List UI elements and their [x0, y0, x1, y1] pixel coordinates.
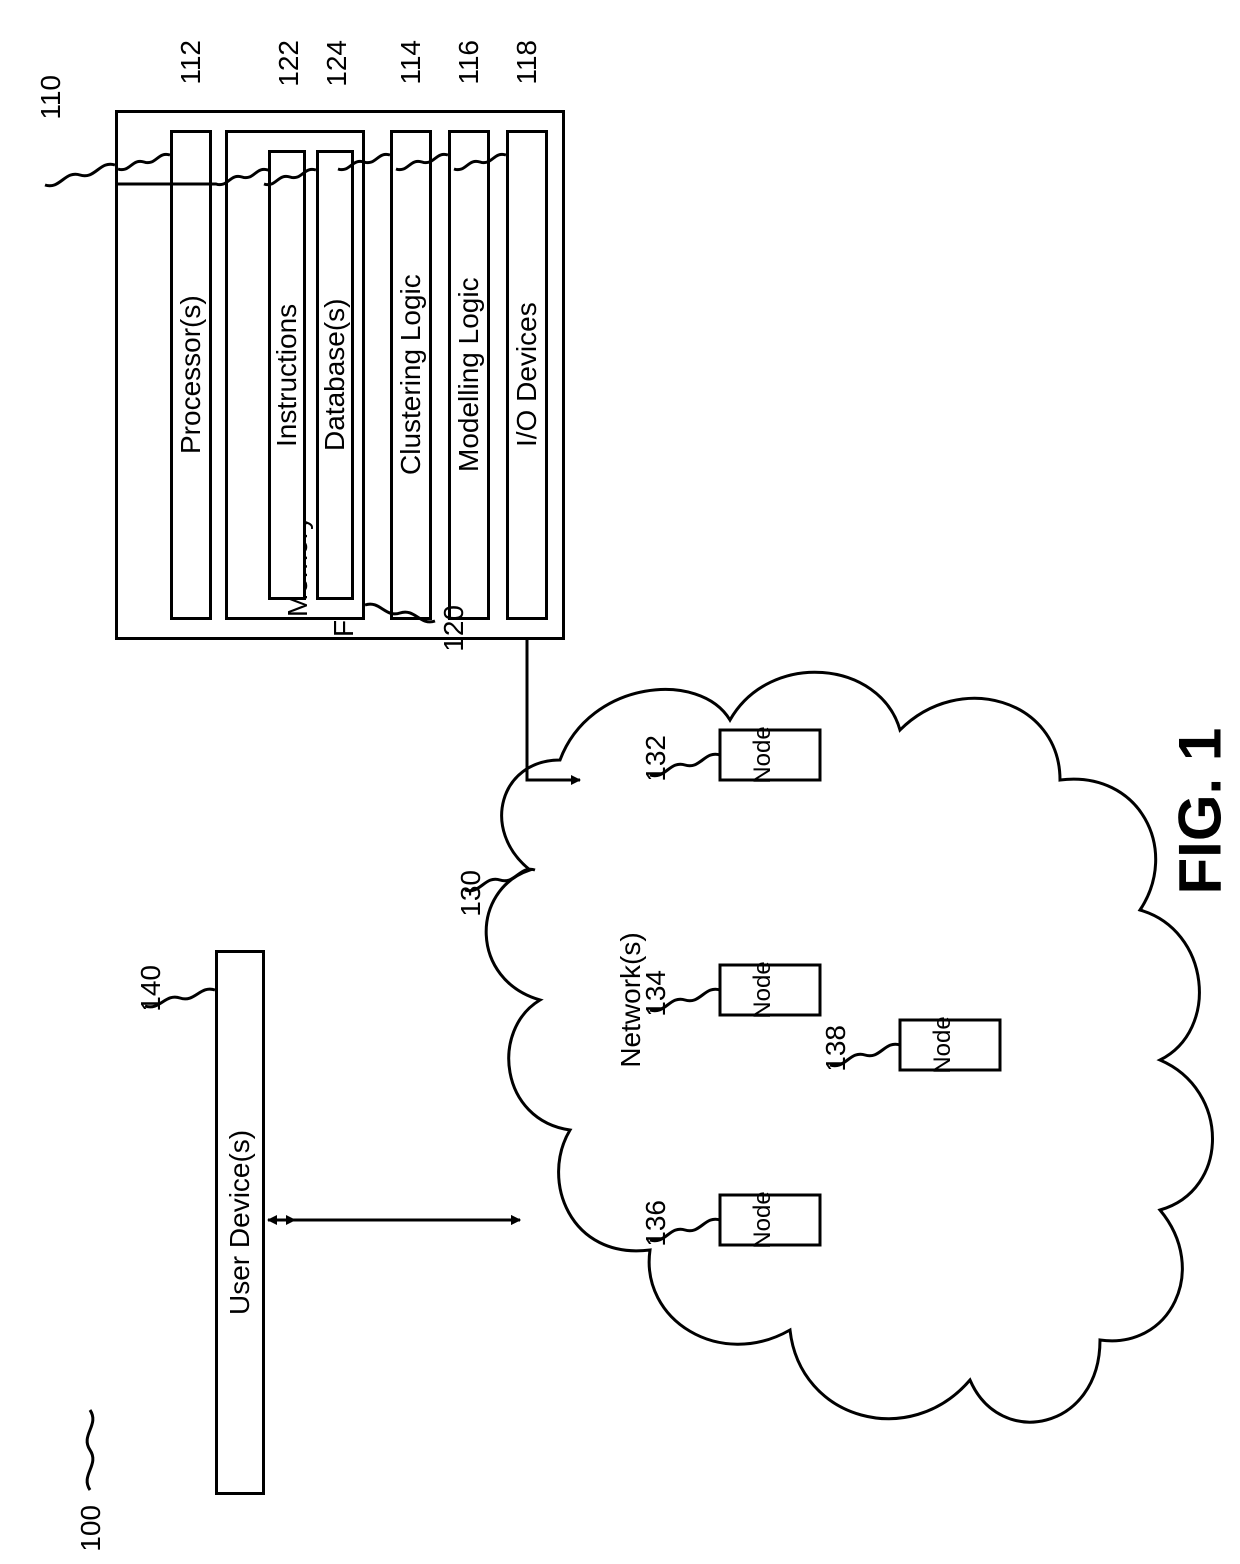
ref-130: 130	[455, 870, 487, 917]
node-b-label: Node	[749, 961, 776, 1018]
ref-138: 138	[820, 1025, 852, 1072]
lead-114	[338, 154, 390, 169]
diagram-svg: Network(s) Node Node Node Node	[0, 0, 1240, 1564]
lead-120	[365, 604, 435, 622]
lead-110	[45, 164, 115, 186]
node-c-label: Node	[749, 1191, 776, 1248]
ref-118: 118	[511, 40, 543, 85]
node-d-label: Node	[929, 1016, 956, 1073]
ref-134: 134	[640, 970, 672, 1017]
node-a-label: Node	[749, 726, 776, 783]
ref-112: 112	[175, 40, 207, 85]
ref-124: 124	[321, 40, 353, 87]
ref-110: 110	[35, 75, 67, 120]
lead-122	[118, 169, 268, 184]
lead-124	[264, 169, 316, 184]
figure-title: FIG. 1	[1166, 695, 1235, 895]
ref-114: 114	[395, 40, 427, 85]
ref-120: 120	[438, 605, 470, 652]
ref-136: 136	[640, 1200, 672, 1247]
ref-140: 140	[135, 965, 167, 1012]
ref-132: 132	[640, 735, 672, 782]
lead-118	[454, 154, 506, 169]
lead-116	[396, 154, 448, 169]
ref-122: 122	[273, 40, 305, 87]
ref-116: 116	[453, 40, 485, 85]
lead-100	[87, 1410, 93, 1490]
ref-100: 100	[75, 1505, 107, 1552]
lead-112	[118, 154, 170, 169]
